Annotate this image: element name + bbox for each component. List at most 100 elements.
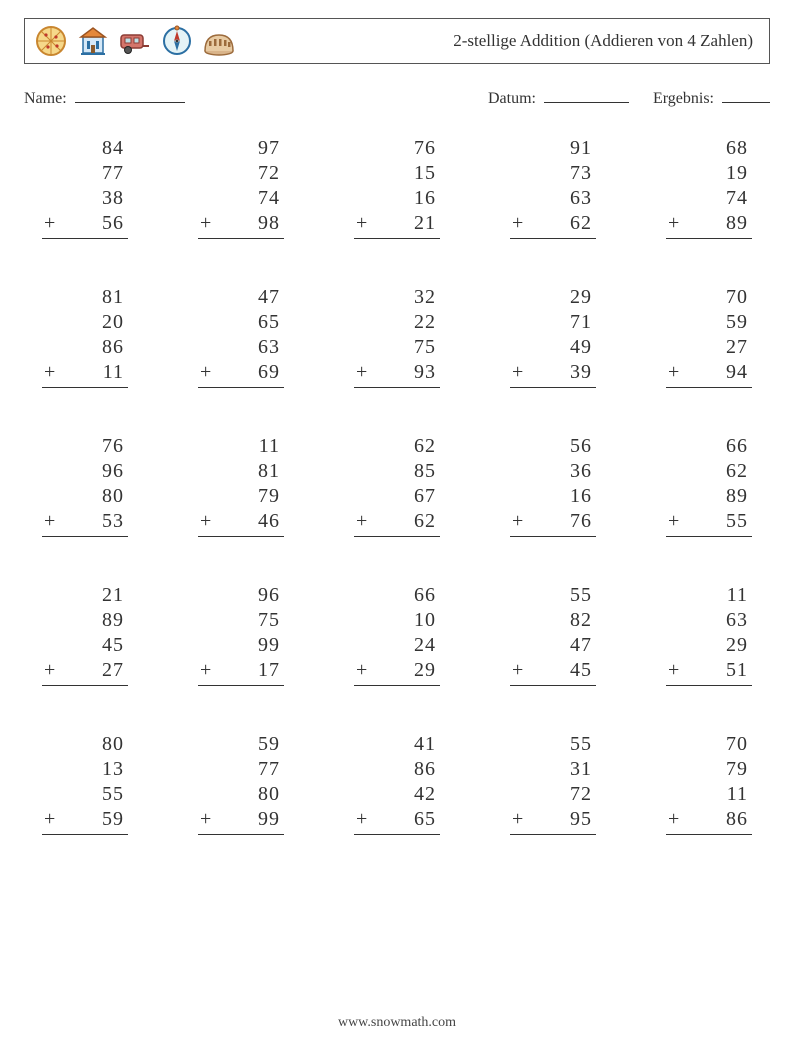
plus-operator: + [356,658,368,683]
addition-problem: 476563+69 [198,285,284,388]
addend: 81 [42,285,128,310]
date-label: Datum: [488,90,536,107]
addend: 49 [510,335,596,360]
last-addend-line: +65 [354,807,440,835]
addend: 70 [666,732,752,757]
addend: 59 [102,807,124,832]
addition-problem: 967599+17 [198,583,284,686]
addition-problem: 661024+29 [354,583,440,686]
addend: 27 [666,335,752,360]
plus-operator: + [200,807,212,832]
addend: 32 [354,285,440,310]
addend: 74 [666,186,752,211]
plus-operator: + [44,807,56,832]
last-addend-line: +27 [42,658,128,686]
date-blank[interactable] [544,88,629,103]
addition-problem: 917363+62 [510,136,596,239]
plus-operator: + [512,360,524,385]
addend: 65 [198,310,284,335]
addition-problem: 681974+89 [666,136,752,239]
addend: 62 [414,509,436,534]
result-blank[interactable] [722,88,770,103]
last-addend-line: +11 [42,360,128,388]
last-addend-line: +93 [354,360,440,388]
plus-operator: + [356,360,368,385]
addend: 56 [510,434,596,459]
addend: 76 [570,509,592,534]
addend: 72 [510,782,596,807]
header-box: 2-stellige Addition (Addieren von 4 Zahl… [24,18,770,64]
addend: 75 [198,608,284,633]
addend: 62 [354,434,440,459]
plus-operator: + [668,658,680,683]
addend: 47 [510,633,596,658]
addend: 24 [354,633,440,658]
plus-operator: + [356,211,368,236]
problem-row: 847738+56977274+98761516+21917363+626819… [24,136,770,239]
last-addend-line: +51 [666,658,752,686]
addend: 59 [198,732,284,757]
addend: 80 [42,732,128,757]
problem-row: 218945+27967599+17661024+29558247+451163… [24,583,770,686]
addend: 27 [102,658,124,683]
addend: 98 [258,211,280,236]
plus-operator: + [200,211,212,236]
addend: 62 [666,459,752,484]
addend: 16 [354,186,440,211]
addend: 76 [42,434,128,459]
plus-operator: + [44,509,56,534]
last-addend-line: +86 [666,807,752,835]
info-row: Name: Datum: Ergebnis: [24,88,770,108]
plus-operator: + [512,658,524,683]
addend: 99 [258,807,280,832]
addend: 15 [354,161,440,186]
addend: 82 [510,608,596,633]
addend: 66 [666,434,752,459]
addition-problem: 118179+46 [198,434,284,537]
addend: 72 [198,161,284,186]
addend: 38 [42,186,128,211]
plus-operator: + [512,807,524,832]
addend: 76 [354,136,440,161]
addition-problem: 297149+39 [510,285,596,388]
addend: 85 [354,459,440,484]
plus-operator: + [668,807,680,832]
addend: 75 [354,335,440,360]
addition-problem: 558247+45 [510,583,596,686]
addend: 39 [570,360,592,385]
addend: 55 [42,782,128,807]
addition-problem: 418642+65 [354,732,440,835]
addend: 96 [198,583,284,608]
addition-problem: 761516+21 [354,136,440,239]
plus-operator: + [44,658,56,683]
plus-operator: + [356,509,368,534]
page-title: 2-stellige Addition (Addieren von 4 Zahl… [453,31,759,51]
addend: 96 [42,459,128,484]
addition-problem: 597780+99 [198,732,284,835]
addend: 77 [198,757,284,782]
last-addend-line: +39 [510,360,596,388]
name-blank[interactable] [75,88,185,103]
addend: 80 [42,484,128,509]
addition-problem: 707911+86 [666,732,752,835]
addition-problem: 977274+98 [198,136,284,239]
plus-operator: + [200,360,212,385]
problems-grid: 847738+56977274+98761516+21917363+626819… [24,136,770,835]
addend: 55 [510,732,596,757]
last-addend-line: +76 [510,509,596,537]
addition-problem: 812086+11 [42,285,128,388]
last-addend-line: +21 [354,211,440,239]
last-addend-line: +98 [198,211,284,239]
addend: 29 [666,633,752,658]
addend: 71 [510,310,596,335]
addend: 79 [666,757,752,782]
last-addend-line: +53 [42,509,128,537]
addend: 11 [198,434,284,459]
addition-problem: 553172+95 [510,732,596,835]
addend: 62 [570,211,592,236]
addition-problem: 666289+55 [666,434,752,537]
addition-problem: 628567+62 [354,434,440,537]
last-addend-line: +17 [198,658,284,686]
addend: 36 [510,459,596,484]
addend: 16 [510,484,596,509]
